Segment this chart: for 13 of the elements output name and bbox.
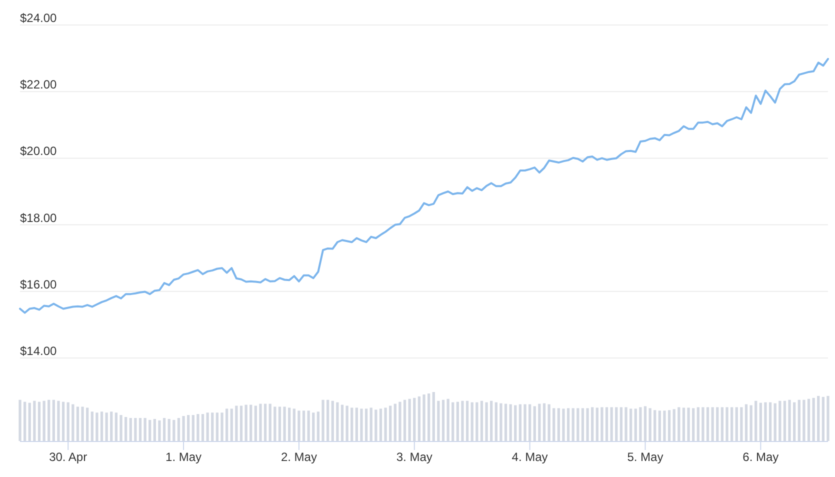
- x-tick-label: 3. May: [396, 450, 432, 464]
- x-tick-label: 4. May: [512, 450, 548, 464]
- y-tick-label: $18.00: [20, 210, 58, 225]
- x-tick-label: 2. May: [280, 450, 317, 464]
- y-tick-label: $24.00: [20, 11, 58, 25]
- x-tick-label: 1. May: [166, 450, 202, 464]
- x-tick-label: 5. May: [627, 450, 664, 464]
- x-tick-label: 30. Apr: [49, 450, 88, 464]
- y-tick-label: $22.00: [20, 78, 58, 92]
- y-tick-label: $20.00: [20, 144, 58, 158]
- y-tick-label: $16.00: [20, 277, 58, 292]
- x-tick-label: 6. May: [742, 450, 779, 464]
- y-tick-label: $14.00: [20, 344, 58, 358]
